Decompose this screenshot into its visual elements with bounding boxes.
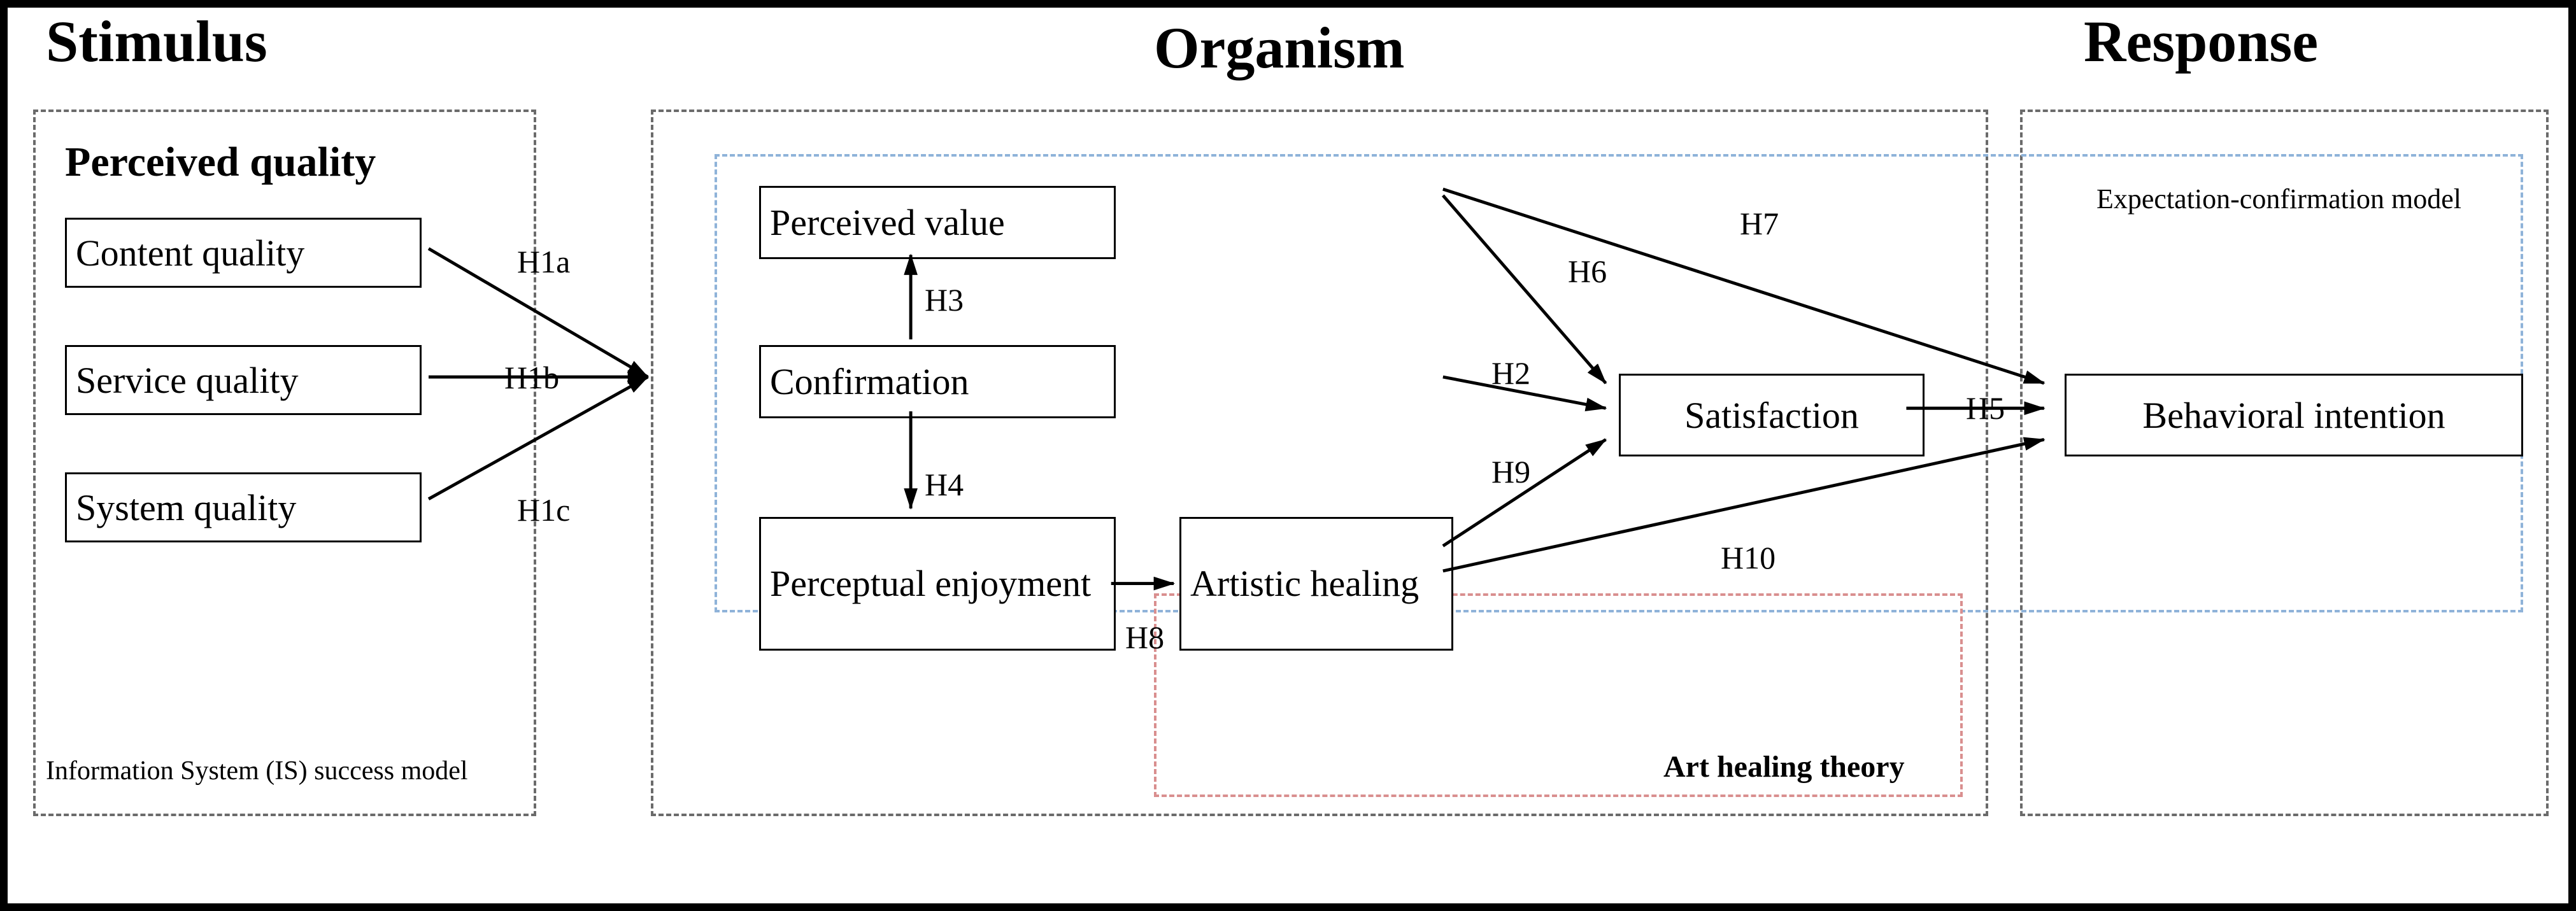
edge-label-H1a: H1a [517, 243, 570, 280]
edge-label-H1b: H1b [504, 359, 559, 396]
region-stimulus [33, 109, 536, 816]
heading-organism: Organism [1154, 14, 1405, 81]
label-ecm: Expectation-confirmation model [2096, 183, 2461, 215]
heading-response: Response [2084, 8, 2318, 75]
edge-label-H7: H7 [1740, 205, 1779, 242]
box-confirmation: Confirmation [759, 345, 1116, 418]
box-system-quality: System quality [65, 472, 422, 542]
box-perceived-value: Perceived value [759, 186, 1116, 259]
heading-stimulus: Stimulus [46, 8, 267, 75]
edge-label-H9: H9 [1491, 453, 1530, 490]
subheading-perceived-quality: Perceived quality [65, 138, 376, 187]
edge-label-H3: H3 [925, 281, 964, 318]
edge-label-H2: H2 [1491, 355, 1530, 392]
diagram-canvas: Stimulus Organism Response Perceived qua… [0, 0, 2576, 911]
edge-label-H5: H5 [1966, 390, 2005, 427]
box-behavioral-intention: Behavioral intention [2065, 374, 2523, 456]
edge-label-H4: H4 [925, 466, 964, 503]
box-content-quality: Content quality [65, 218, 422, 288]
edge-label-H1c: H1c [517, 491, 570, 528]
box-artistic-healing: Artistic healing [1179, 517, 1453, 651]
edge-label-H10: H10 [1721, 539, 1775, 576]
label-is-model: Information System (IS) success model [46, 756, 468, 786]
label-art-theory: Art healing theory [1663, 749, 1905, 784]
edge-label-H8: H8 [1125, 619, 1164, 656]
edge-label-H6: H6 [1568, 253, 1607, 290]
box-service-quality: Service quality [65, 345, 422, 415]
box-perceptual-enjoyment: Perceptual enjoyment [759, 517, 1116, 651]
box-satisfaction: Satisfaction [1619, 374, 1925, 456]
